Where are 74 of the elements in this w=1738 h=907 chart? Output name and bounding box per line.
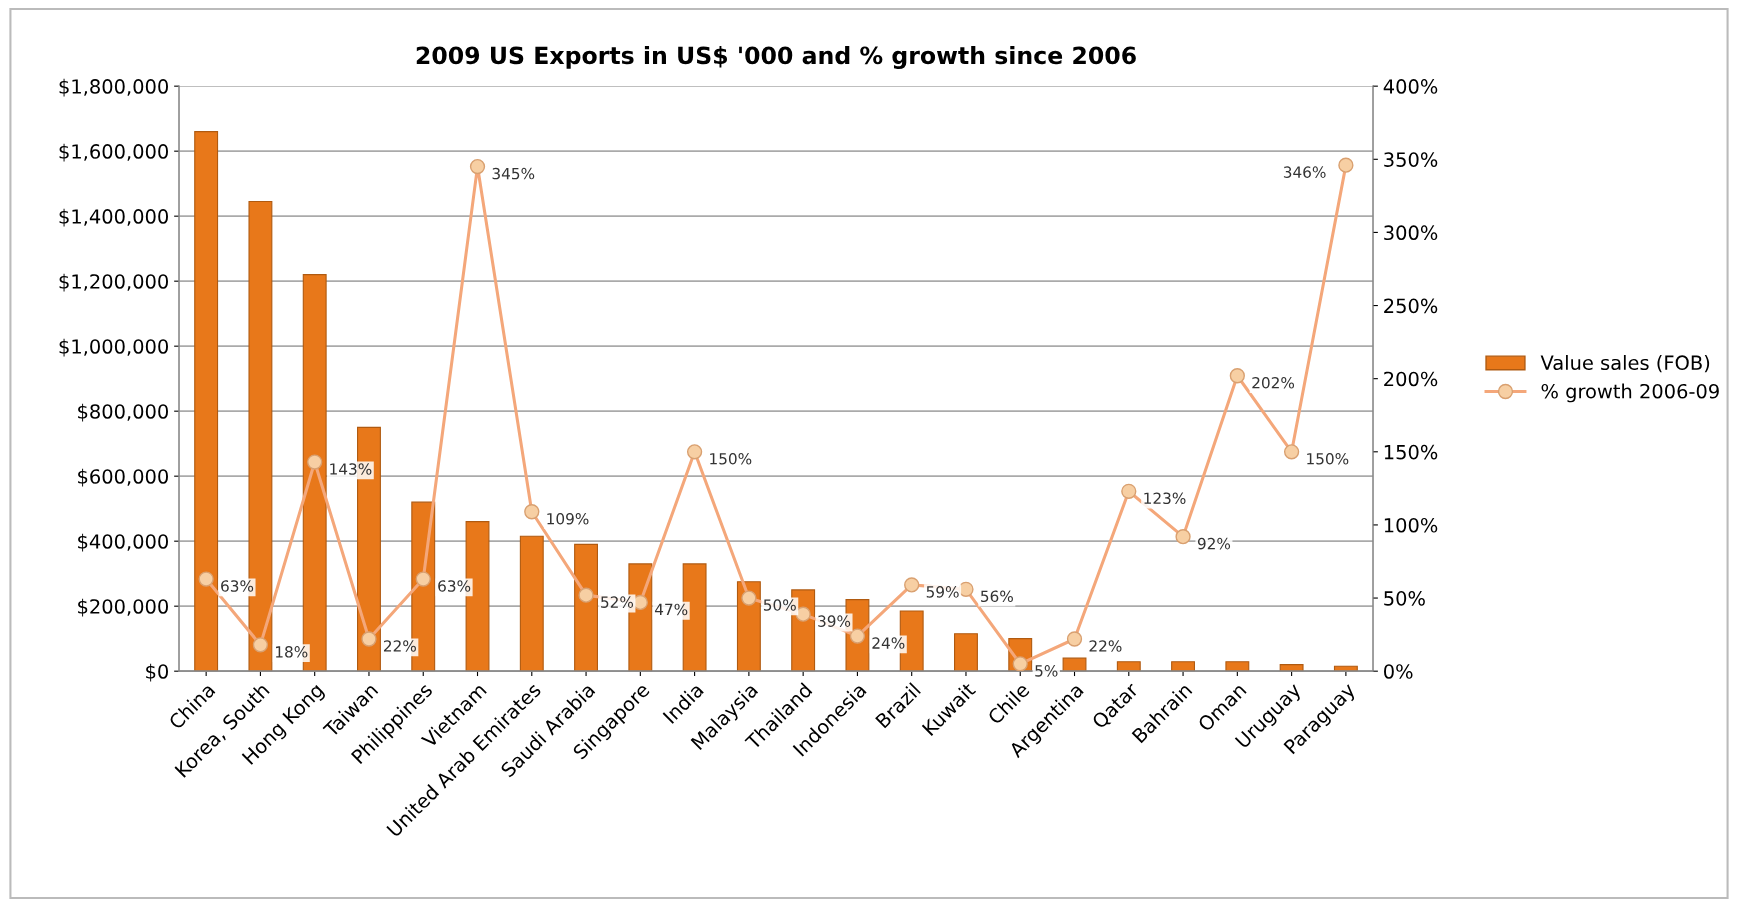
point [361, 631, 377, 647]
point [1121, 483, 1137, 499]
y2-tick-label: 50% [1384, 591, 1425, 606]
data-label: 123% [1144, 492, 1186, 505]
data-label: 346% [1283, 166, 1326, 178]
legend-label: % growth 2006-09 [1541, 383, 1719, 403]
point [1175, 528, 1191, 545]
bar [1225, 661, 1250, 672]
point [849, 628, 866, 644]
bar [954, 633, 978, 672]
data-label: 22% [383, 640, 416, 652]
point [524, 504, 540, 520]
legend-label: Value sales (FOB) [1540, 354, 1710, 373]
y-tick-label: $1,600,000 [59, 143, 168, 162]
y2-tick-label: 0% [1384, 664, 1413, 679]
point [1338, 157, 1354, 173]
data-label: 59% [926, 586, 959, 598]
data-label: 24% [872, 637, 905, 649]
data-label: 150% [1307, 453, 1349, 465]
y-tick-label: $1,800,000 [59, 78, 168, 97]
data-label: 143% [330, 463, 372, 475]
data-label: 63% [438, 580, 471, 592]
point [632, 594, 648, 611]
y-tick-label: $200,000 [78, 598, 168, 617]
y-tick-label: $1,200,000 [59, 273, 168, 292]
bar [1171, 661, 1196, 672]
data-label: 39% [818, 615, 851, 627]
point [578, 587, 594, 603]
y2-tick-label: 400% [1383, 79, 1438, 94]
y-tick-label: $800,000 [78, 403, 168, 422]
data-label: 22% [1089, 640, 1122, 652]
point [198, 571, 214, 587]
bar [1333, 665, 1358, 672]
bar [519, 535, 544, 672]
data-label: 92% [1197, 537, 1231, 550]
y2-tick-label: 200% [1384, 371, 1438, 387]
data-label: 150% [710, 453, 752, 465]
point [741, 590, 757, 606]
point [1012, 656, 1028, 672]
point [469, 158, 486, 175]
data-label: 345% [492, 167, 535, 180]
bar [194, 131, 219, 672]
point [904, 577, 920, 593]
point [307, 454, 323, 470]
data-label: 202% [1252, 376, 1295, 389]
y-tick-label: $1,400,000 [59, 208, 168, 227]
point [1283, 444, 1300, 460]
y-tick-label: $400,000 [78, 533, 168, 552]
point [252, 637, 269, 653]
data-label: 5% [1035, 665, 1058, 677]
data-label: 63% [221, 580, 254, 592]
bar [574, 543, 599, 672]
y2-tick-label: 300% [1384, 225, 1438, 241]
point [686, 444, 703, 460]
point [795, 606, 811, 622]
y2-tick-label: 150% [1384, 444, 1438, 460]
chart-title: 2009 US Exports in US$ '000 and % growth since 2006 [416, 46, 1136, 70]
data-label: 18% [275, 646, 308, 658]
y2-tick-label: 250% [1384, 298, 1438, 314]
point [415, 571, 431, 587]
y-tick-label: $600,000 [78, 468, 168, 487]
data-label: 56% [981, 590, 1013, 603]
y2-tick-label: 350% [1384, 152, 1438, 167]
data-label: 109% [547, 512, 589, 525]
point [1229, 368, 1245, 384]
point [1066, 631, 1083, 647]
data-label: 50% [763, 599, 796, 611]
y-tick-label: $1,000,000 [59, 338, 168, 357]
y-tick-label: $0 [146, 663, 168, 682]
data-label: 52% [601, 596, 634, 608]
bar [1116, 661, 1141, 672]
data-label: 47% [654, 603, 688, 616]
y2-tick-label: 100% [1384, 517, 1438, 533]
bar [1279, 664, 1304, 672]
